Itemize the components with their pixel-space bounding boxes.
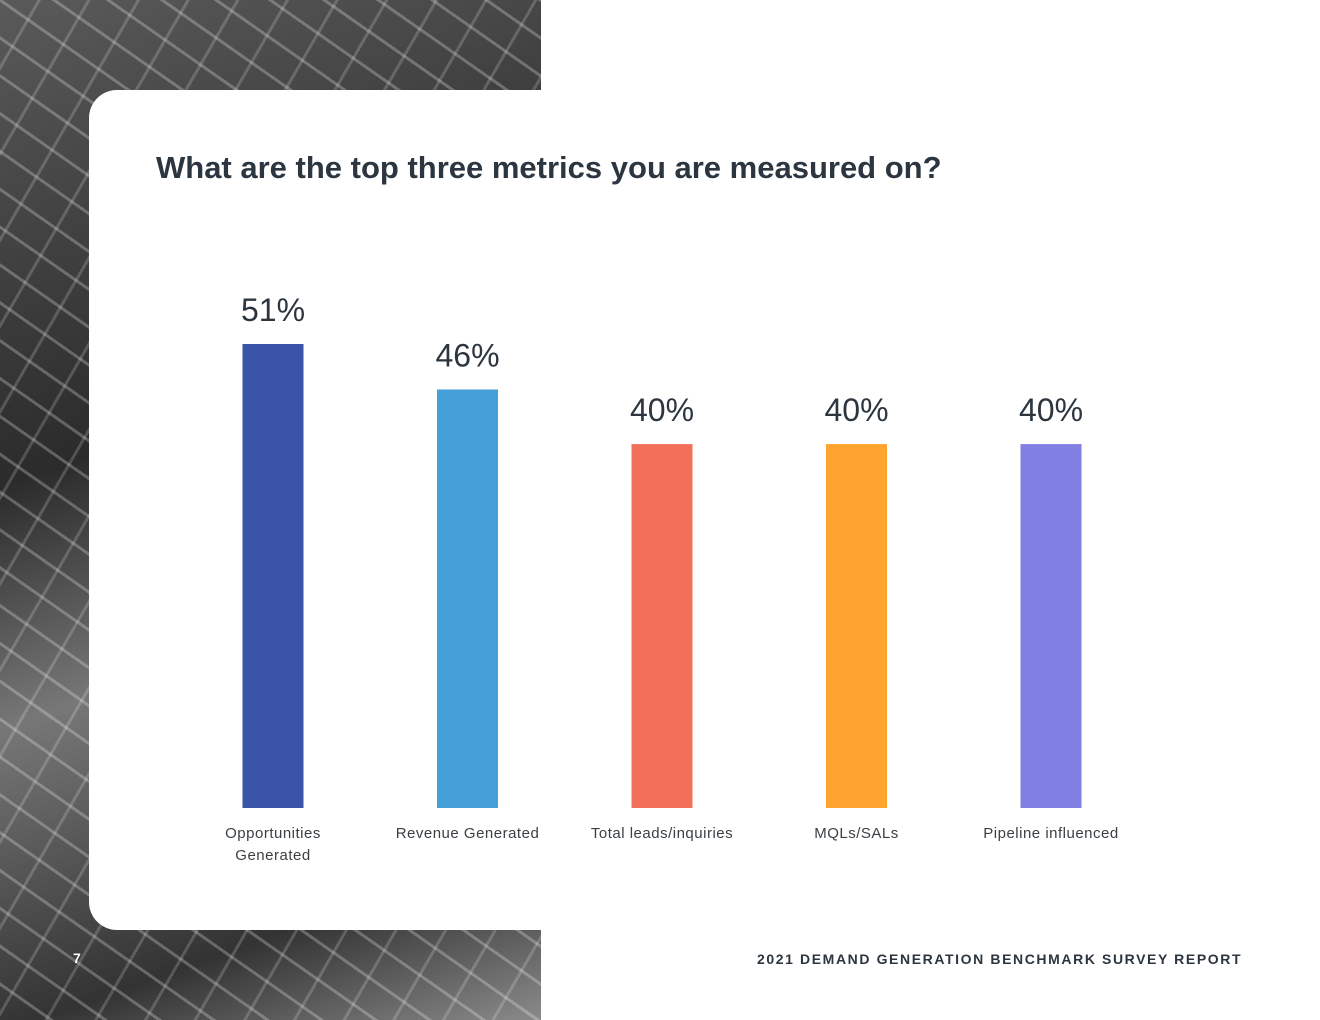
chart-title: What are the top three metrics you are m…: [156, 150, 942, 185]
category-label: Revenue Generated: [396, 825, 540, 842]
category-label: Pipeline influenced: [983, 825, 1118, 842]
data-label: 46%: [435, 337, 499, 373]
category-label: Generated: [235, 847, 310, 864]
bar-4: [1020, 444, 1082, 808]
bar-1: [437, 389, 498, 808]
data-label: 51%: [241, 292, 305, 328]
data-label: 40%: [630, 392, 694, 428]
data-label: 40%: [824, 392, 888, 428]
bar-0: [242, 344, 304, 808]
category-label: MQLs/SALs: [814, 825, 899, 842]
bar-2: [631, 444, 693, 808]
category-label: Total leads/inquiries: [591, 825, 733, 842]
page-number: 7: [73, 950, 81, 966]
report-footer: 2021 DEMAND GENERATION BENCHMARK SURVEY …: [757, 951, 1243, 967]
bar-3: [826, 444, 887, 808]
category-label: Opportunities: [225, 825, 321, 842]
data-label: 40%: [1019, 392, 1083, 428]
